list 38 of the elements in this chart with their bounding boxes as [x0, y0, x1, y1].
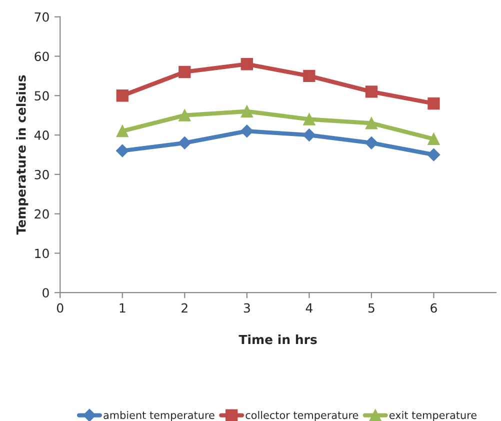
y-tick-label: 0 [42, 288, 49, 298]
y-tick-label: 50 [34, 91, 49, 101]
point [303, 113, 316, 126]
legend-label: collector temperature [246, 411, 358, 421]
point [240, 105, 253, 118]
y-tick-label: 40 [34, 130, 49, 140]
x-tick-label: 4 [306, 303, 312, 313]
x-axis-title: Time in hrs [238, 334, 317, 344]
point [427, 148, 440, 162]
legend-label: exit temperature [389, 411, 476, 421]
point [240, 58, 253, 70]
point [116, 90, 128, 102]
point [178, 136, 192, 150]
y-axis-title: Temperature in celsius [16, 75, 28, 235]
y-tick-label: 70 [34, 12, 49, 22]
point [428, 132, 440, 146]
point [116, 144, 129, 158]
point [178, 109, 191, 122]
y-tick-label: 20 [34, 209, 49, 219]
point [365, 117, 378, 130]
legend-label: ambient temperature [104, 411, 214, 421]
x-tick-label: 6 [430, 303, 437, 313]
x-tick-label: 5 [368, 303, 374, 313]
x-tick-label: 1 [120, 303, 126, 313]
point [178, 66, 191, 78]
x-tick-label: 0 [56, 303, 64, 313]
point [302, 128, 316, 142]
point [303, 70, 316, 82]
point [428, 97, 440, 110]
point [116, 125, 128, 138]
point [240, 124, 254, 138]
point [365, 86, 378, 98]
y-tick-label: 30 [34, 170, 49, 180]
y-tick-label: 10 [35, 248, 49, 258]
point [365, 136, 378, 150]
x-tick-label: 3 [244, 303, 250, 313]
y-tick-label: 60 [34, 52, 49, 62]
x-tick-label: 2 [182, 303, 188, 313]
